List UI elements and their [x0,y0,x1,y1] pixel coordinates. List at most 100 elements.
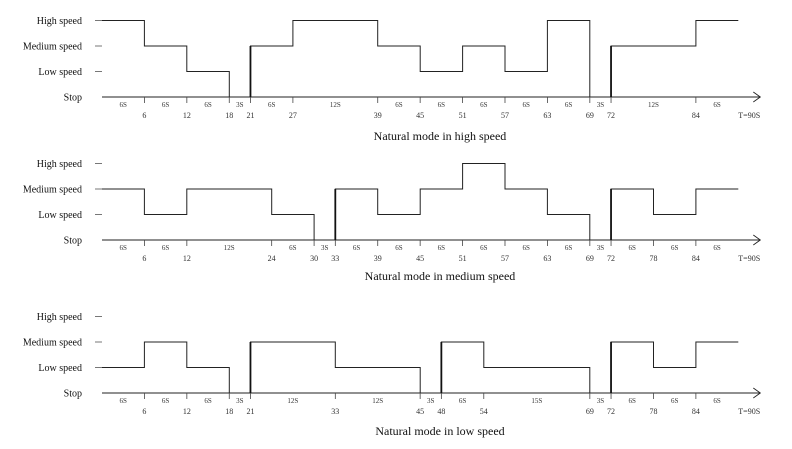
segment-duration-label: 6S [395,244,403,252]
segment-duration-label: 6S [565,101,573,109]
time-tick-label: 6 [142,254,146,263]
panel-caption: Natural mode in medium speed [365,269,516,283]
segment-duration-label: 6S [480,244,488,252]
level-label-high-speed: High speed [37,312,82,323]
speed-step-line [102,163,739,241]
segment-duration-label: 6S [522,101,530,109]
segment-duration-label: 6S [522,244,530,252]
time-tick-label: 6 [142,111,146,120]
panel-high-speed: Stop Low speed Medium speed High speed 6S 6S 6… [23,16,762,143]
level-label-medium-speed: Medium speed [23,338,82,349]
time-axis-arrow [753,234,762,246]
segment-duration-label: 12S [648,101,659,109]
time-tick-label: 84 [692,254,700,263]
segment-duration-label: 6S [162,244,170,252]
segment-duration-label: 15S [531,397,542,405]
level-label-medium-speed: Medium speed [23,185,82,196]
time-axis-arrow [753,387,762,399]
level-label-high-speed: High speed [37,159,82,170]
time-tick-label: 84 [692,407,700,416]
level-label-stop: Stop [64,236,82,247]
level-label-stop: Stop [64,389,82,400]
segment-duration-label: 6S [353,244,361,252]
segment-duration-label: 3S [321,244,329,252]
segment-duration-label: 3S [236,101,244,109]
time-tick-label: 72 [607,254,615,263]
time-tick-label: 39 [374,254,382,263]
time-tick-label: 78 [649,407,657,416]
time-axis-arrow [753,91,762,103]
time-tick-label: 45 [416,254,424,263]
level-label-stop: Stop [64,93,82,104]
segment-duration-label: 6S [268,101,276,109]
time-tick-label: 18 [225,407,233,416]
time-tick-label: 6 [142,407,146,416]
panel-low-speed: Stop Low speed Medium speed High speed 6S 6S 6… [23,312,762,438]
segment-duration-label: 6S [671,244,679,252]
segment-duration-label: 12S [224,244,235,252]
segment-duration-label: 6S [565,244,573,252]
segment-duration-label: 12S [287,397,298,405]
time-tick-label: 84 [692,111,700,120]
time-tick-label: 48 [437,407,445,416]
segment-duration-label: 6S [713,101,721,109]
time-tick-label: 27 [289,111,297,120]
time-tick-label: 12 [183,254,191,263]
time-tick-label: 63 [543,111,551,120]
segment-duration-label: 6S [395,101,403,109]
segment-duration-label: 6S [162,101,170,109]
level-label-low-speed: Low speed [38,363,82,374]
segment-duration-label: 6S [459,397,467,405]
time-tick-label: 72 [607,111,615,120]
time-tick-label: 51 [459,111,467,120]
time-tick-label: 78 [649,254,657,263]
level-label-high-speed: High speed [37,16,82,27]
time-tick-label: 45 [416,407,424,416]
segment-duration-label: 12S [372,397,383,405]
end-time-label: T=90S [738,254,760,263]
segment-duration-label: 6S [204,397,212,405]
segment-duration-label: 6S [289,244,297,252]
time-tick-label: 39 [374,111,382,120]
segment-duration-label: 6S [162,397,170,405]
time-tick-label: 72 [607,407,615,416]
segment-duration-label: 6S [629,244,637,252]
segment-duration-label: 3S [427,397,435,405]
time-tick-label: 33 [331,407,339,416]
segment-duration-label: 6S [120,244,128,252]
time-tick-label: 18 [225,111,233,120]
segment-duration-label: 6S [480,101,488,109]
time-tick-label: 12 [183,111,191,120]
time-tick-label: 69 [586,111,594,120]
segment-duration-label: 3S [597,101,605,109]
panel-caption: Natural mode in low speed [375,424,504,438]
time-tick-label: 24 [268,254,276,263]
time-tick-label: 69 [586,407,594,416]
segment-duration-label: 6S [204,101,212,109]
level-label-medium-speed: Medium speed [23,42,82,53]
segment-duration-label: 6S [713,244,721,252]
segment-duration-label: 6S [438,101,446,109]
time-tick-label: 30 [310,254,318,263]
time-tick-label: 21 [246,111,254,120]
speed-step-line [102,20,739,98]
time-tick-label: 45 [416,111,424,120]
segment-duration-label: 6S [671,397,679,405]
segment-duration-label: 6S [713,397,721,405]
time-tick-label: 69 [586,254,594,263]
time-tick-label: 57 [501,254,509,263]
segment-duration-label: 6S [438,244,446,252]
segment-duration-label: 6S [629,397,637,405]
panel-medium-speed: Stop Low speed Medium speed High speed 6S 6S 1… [23,159,762,283]
panel-caption: Natural mode in high speed [374,129,507,143]
level-label-low-speed: Low speed [38,67,82,78]
segment-duration-label: 3S [236,397,244,405]
level-label-low-speed: Low speed [38,210,82,221]
speed-step-line [102,341,739,394]
time-tick-label: 51 [459,254,467,263]
segment-duration-label: 3S [597,244,605,252]
end-time-label: T=90S [738,111,760,120]
time-tick-label: 54 [480,407,488,416]
time-tick-label: 57 [501,111,509,120]
